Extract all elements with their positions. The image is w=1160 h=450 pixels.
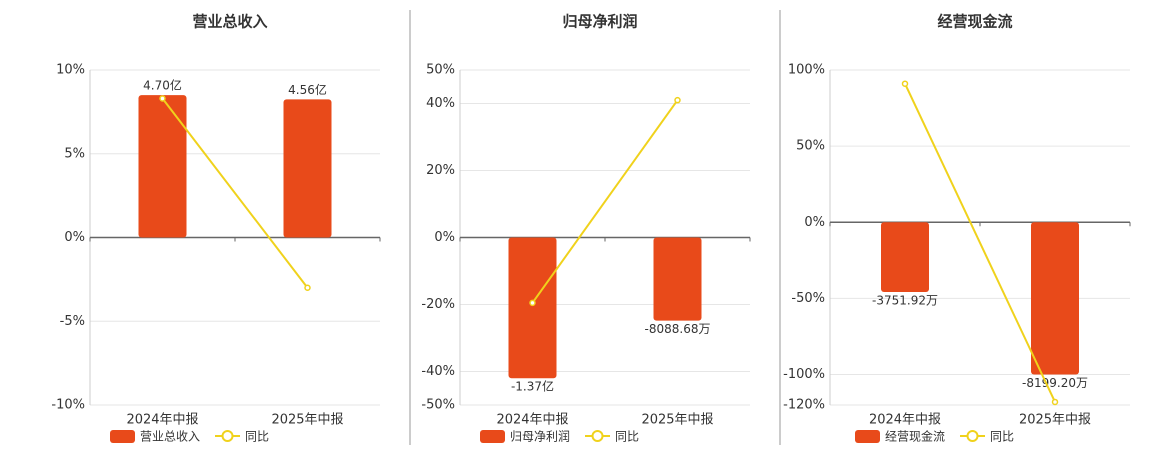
y-tick-label: -5%: [60, 314, 85, 329]
y-tick-label: -20%: [421, 297, 455, 312]
y-tick-label: 50%: [796, 139, 825, 154]
bar: [653, 237, 702, 321]
line: [904, 83, 1056, 403]
legend-swatch: [855, 430, 880, 443]
point: [901, 80, 909, 87]
bar: [881, 222, 929, 292]
chart-title: 归母净利润: [562, 13, 637, 31]
point: [304, 284, 311, 291]
y-tick-label: -50%: [791, 291, 825, 306]
legend-label: 同比: [615, 430, 639, 444]
x-tick-label: 2024年中报: [496, 413, 568, 428]
legend-label: 营业总收入: [140, 430, 200, 444]
value-label: -3751.92万: [872, 293, 938, 307]
point: [529, 299, 536, 307]
legend-swatch: [591, 430, 604, 442]
y-tick-label: 10%: [56, 63, 85, 78]
y-tick-label: -10%: [51, 398, 85, 413]
point: [1051, 398, 1059, 406]
legend-label: 同比: [990, 430, 1014, 444]
point: [674, 96, 681, 104]
line: [161, 97, 309, 289]
legend-swatch: [221, 430, 234, 442]
x-tick-label: 2024年中报: [869, 413, 941, 428]
y-tick-label: 100%: [788, 63, 825, 78]
value-label: -8088.68万: [645, 322, 711, 336]
legend-label: 经营现金流: [885, 429, 945, 444]
x-tick-label: 2024年中报: [126, 413, 198, 428]
line: [531, 99, 679, 304]
bar: [1031, 222, 1079, 375]
value-label: -8199.20万: [1022, 376, 1088, 390]
point: [159, 95, 166, 102]
value-label: 4.70亿: [143, 78, 182, 93]
chart-title: 营业总收入: [192, 13, 267, 31]
chart-title: 经营现金流: [937, 13, 1012, 31]
x-tick-label: 2025年中报: [641, 413, 713, 428]
y-tick-label: 5%: [64, 146, 85, 161]
y-tick-label: 50%: [426, 63, 455, 78]
legend-label: 同比: [245, 430, 269, 444]
x-tick-label: 2025年中报: [271, 413, 343, 428]
y-tick-label: -120%: [783, 398, 825, 413]
y-tick-label: -40%: [421, 364, 455, 379]
value-label: -1.37亿: [511, 379, 554, 394]
legend-swatch: [480, 430, 505, 443]
x-tick-label: 2025年中报: [1019, 413, 1091, 428]
bar: [138, 95, 187, 238]
bar: [508, 237, 557, 379]
legend-label: 归母净利润: [510, 430, 570, 444]
y-tick-label: 0%: [804, 215, 825, 230]
bar: [283, 99, 332, 238]
legend-swatch: [966, 430, 979, 442]
value-label: 4.56亿: [288, 82, 327, 97]
y-tick-label: -50%: [421, 398, 455, 413]
y-tick-label: -100%: [783, 367, 825, 382]
legend-swatch: [110, 430, 135, 443]
y-tick-label: 0%: [434, 230, 455, 245]
y-tick-label: 40%: [426, 96, 455, 111]
y-tick-label: 20%: [426, 163, 455, 178]
y-tick-label: 0%: [64, 230, 85, 245]
